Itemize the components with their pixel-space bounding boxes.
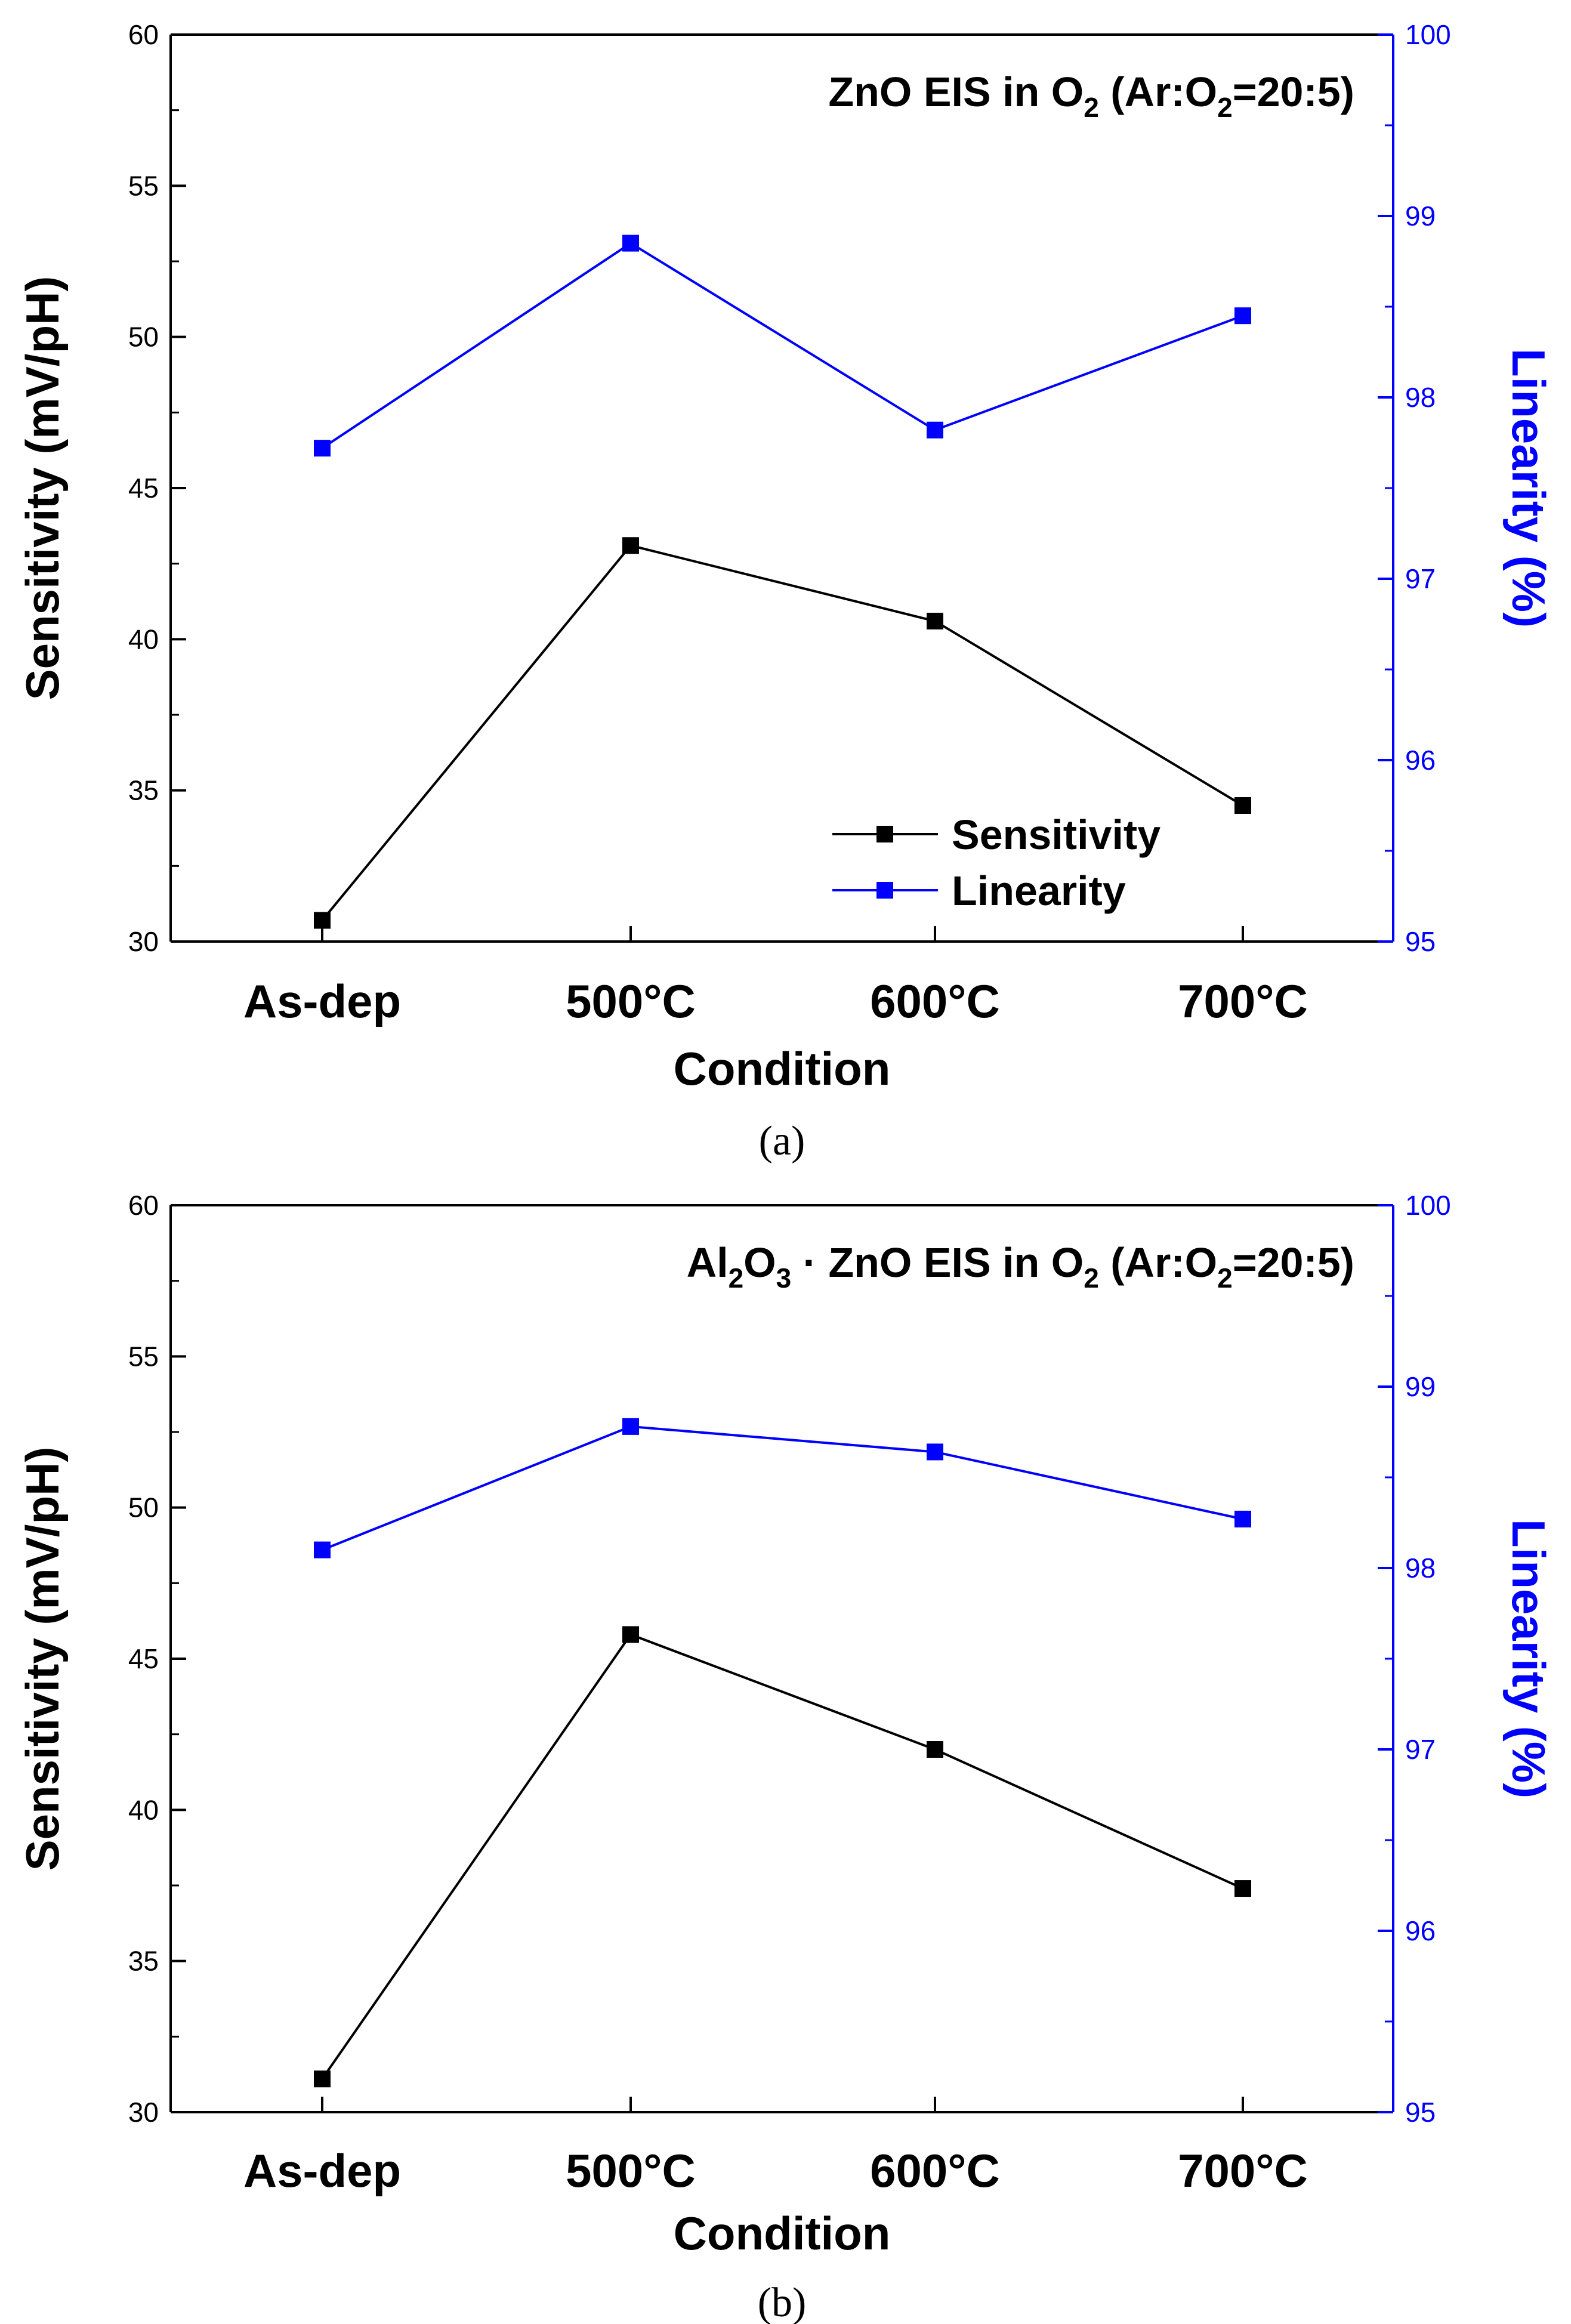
y-tick-label: 40 xyxy=(128,624,159,655)
data-point-sensitivity xyxy=(314,912,331,929)
y2-tick-label: 97 xyxy=(1405,1734,1436,1765)
y2-tick-label: 100 xyxy=(1405,1190,1451,1221)
data-point-sensitivity xyxy=(622,537,639,554)
data-point-linearity xyxy=(314,1541,331,1558)
y2-tick-label: 95 xyxy=(1405,2097,1436,2128)
data-point-linearity xyxy=(927,421,943,439)
y-tick-label: 35 xyxy=(128,1946,159,1977)
y2-tick-label: 95 xyxy=(1405,926,1436,957)
legend-label-sensitivity: Sensitivity xyxy=(952,811,1160,858)
chart-title: Al2O3 · ZnO EIS in O2 (Ar:O2=20:5) xyxy=(687,1239,1354,1294)
x-tick-label: As-dep xyxy=(243,2144,401,2197)
data-point-linearity xyxy=(1234,1510,1251,1527)
x-tick-label: 600°C xyxy=(870,975,1000,1027)
data-point-sensitivity xyxy=(1234,1880,1251,1897)
y-axis-title: Sensitivity (mV/pH) xyxy=(16,276,69,700)
x-axis-title: Condition xyxy=(674,2207,891,2260)
x-tick-label: 700°C xyxy=(1178,975,1308,1027)
data-point-linearity xyxy=(314,440,331,457)
chart-title: ZnO EIS in O2 (Ar:O2=20:5) xyxy=(828,69,1354,123)
data-point-sensitivity xyxy=(314,2070,331,2088)
x-tick-label: 500°C xyxy=(566,2144,696,2197)
x-tick-label: 500°C xyxy=(566,975,696,1027)
x-axis-title: Condition xyxy=(674,1042,891,1095)
y2-tick-label: 98 xyxy=(1405,382,1436,413)
data-point-linearity xyxy=(622,234,639,252)
data-point-sensitivity xyxy=(622,1626,639,1643)
legend-marker-linearity xyxy=(876,882,893,899)
y-tick-label: 45 xyxy=(128,1643,159,1674)
y-tick-label: 55 xyxy=(128,170,159,201)
y-tick-label: 30 xyxy=(128,2097,159,2128)
data-point-linearity xyxy=(622,1418,639,1435)
legend: Sensitivity Linearity xyxy=(832,811,1160,914)
y2-tick-label: 96 xyxy=(1405,745,1436,776)
y2-axis-title: Linearity (%) xyxy=(1502,348,1555,628)
legend-label-linearity: Linearity xyxy=(952,868,1126,914)
y-axis-title: Sensitivity (mV/pH) xyxy=(16,1447,69,1871)
y2-tick-label: 98 xyxy=(1405,1553,1436,1584)
y2-tick-label: 96 xyxy=(1405,1915,1436,1946)
x-tick-label: 700°C xyxy=(1178,2144,1308,2197)
y-tick-label: 35 xyxy=(128,775,159,806)
legend-marker-sensitivity xyxy=(876,826,893,842)
chart-panel-b: 30 35 40 45 50 55 60 95 96 97 98 99 100 As-dep 500°C 60… xyxy=(16,1190,1555,2260)
series-line-linearity xyxy=(322,1425,1243,1551)
panel-label: (a) xyxy=(759,1118,805,1164)
y-tick-label: 30 xyxy=(128,926,159,957)
y2-tick-label: 100 xyxy=(1405,19,1451,50)
data-point-sensitivity xyxy=(1234,797,1251,814)
y-tick-label: 50 xyxy=(128,322,159,353)
y-tick-label: 45 xyxy=(128,473,159,504)
y2-tick-label: 99 xyxy=(1405,1371,1436,1402)
y-tick-label: 40 xyxy=(128,1794,159,1825)
y2-axis-title: Linearity (%) xyxy=(1502,1519,1555,1798)
y2-tick-label: 97 xyxy=(1405,563,1436,594)
panel-label: (b) xyxy=(758,2280,807,2324)
data-point-sensitivity xyxy=(927,612,943,629)
y2-tick-label: 99 xyxy=(1405,200,1436,232)
series-line-sensitivity xyxy=(321,544,1244,921)
y-tick-label: 55 xyxy=(128,1341,159,1372)
x-tick-label: As-dep xyxy=(243,975,401,1027)
x-tick-label: 600°C xyxy=(870,2144,1000,2197)
y-tick-label: 50 xyxy=(128,1492,159,1523)
chart-panel-a: 30 35 40 45 50 55 60 95 96 97 98 99 100 As-dep 500°C 60… xyxy=(16,19,1555,1095)
series-line-sensitivity xyxy=(321,1633,1243,2080)
y-tick-label: 60 xyxy=(128,1190,159,1221)
data-point-linearity xyxy=(927,1443,943,1461)
y-tick-label: 60 xyxy=(128,19,159,50)
data-point-linearity xyxy=(1234,307,1251,325)
series-line-linearity xyxy=(321,242,1243,449)
data-point-sensitivity xyxy=(927,1741,943,1758)
